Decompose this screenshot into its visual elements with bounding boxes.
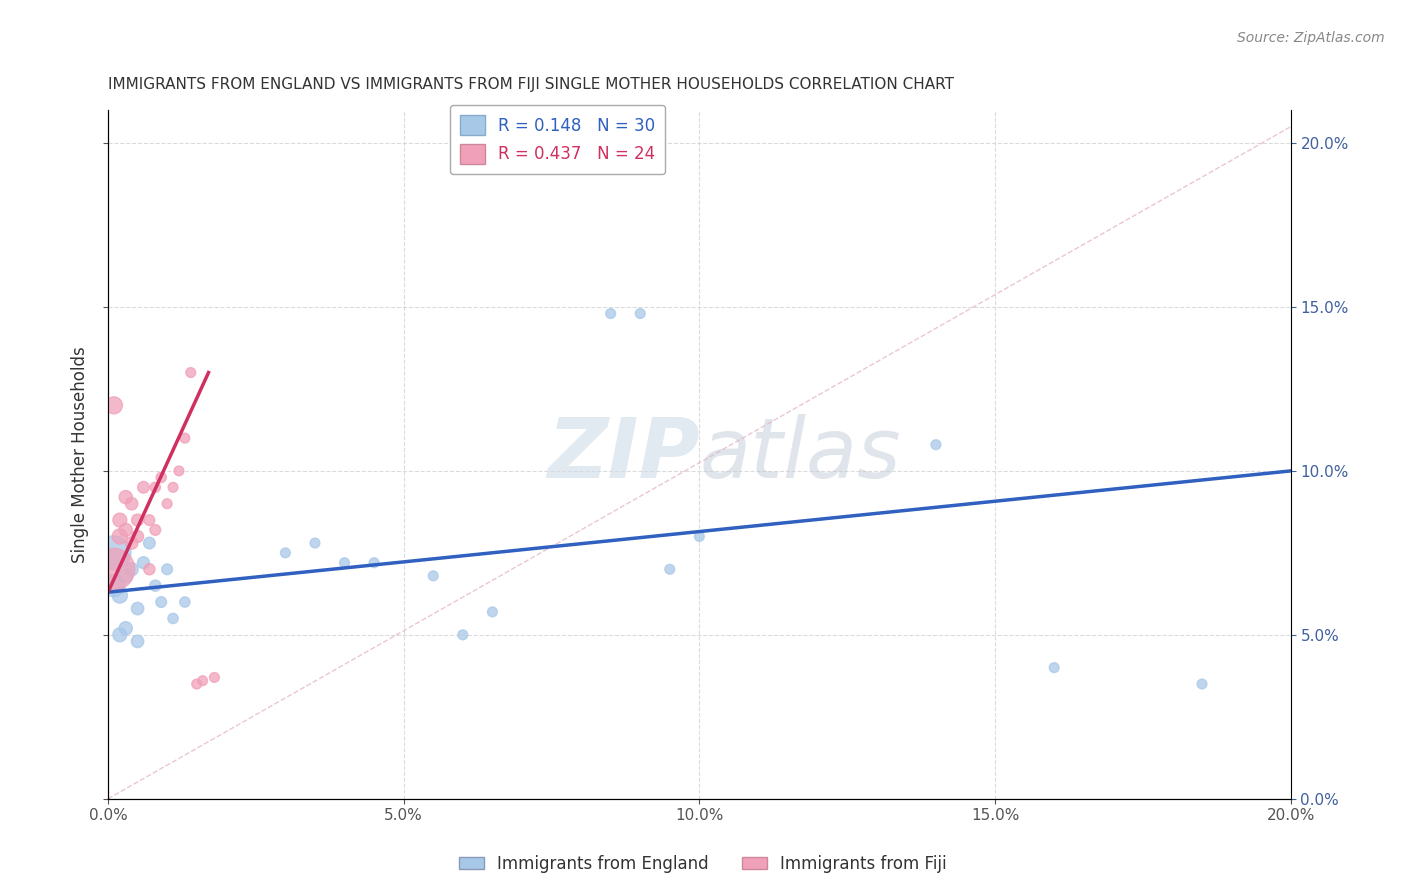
Point	[103, 398, 125, 412]
Point	[173, 595, 195, 609]
Point	[132, 556, 155, 570]
Point	[150, 595, 173, 609]
Point	[108, 529, 131, 543]
Point	[103, 579, 125, 593]
Point	[121, 562, 143, 576]
Point	[599, 307, 621, 321]
Point	[180, 366, 202, 380]
Point	[108, 513, 131, 527]
Point	[162, 480, 184, 494]
Point	[127, 601, 149, 615]
Point	[138, 513, 160, 527]
Point	[108, 628, 131, 642]
Point	[1043, 660, 1066, 674]
Legend: R = 0.148   N = 30, R = 0.437   N = 24: R = 0.148 N = 30, R = 0.437 N = 24	[450, 105, 665, 174]
Point	[143, 480, 166, 494]
Point	[156, 497, 179, 511]
Point	[422, 569, 444, 583]
Point	[114, 490, 136, 504]
Point	[156, 562, 179, 576]
Point	[333, 556, 356, 570]
Legend: Immigrants from England, Immigrants from Fiji: Immigrants from England, Immigrants from…	[453, 848, 953, 880]
Text: ZIP: ZIP	[547, 414, 699, 495]
Point	[186, 677, 208, 691]
Point	[121, 497, 143, 511]
Y-axis label: Single Mother Households: Single Mother Households	[72, 346, 89, 563]
Text: atlas: atlas	[699, 414, 901, 495]
Point	[143, 523, 166, 537]
Point	[363, 556, 385, 570]
Point	[481, 605, 503, 619]
Point	[451, 628, 474, 642]
Point	[1191, 677, 1213, 691]
Point	[138, 562, 160, 576]
Point	[127, 513, 149, 527]
Point	[150, 470, 173, 484]
Text: Source: ZipAtlas.com: Source: ZipAtlas.com	[1237, 31, 1385, 45]
Point	[628, 307, 651, 321]
Point	[121, 536, 143, 550]
Point	[204, 670, 226, 684]
Point	[274, 546, 297, 560]
Point	[658, 562, 681, 576]
Point	[167, 464, 190, 478]
Point	[173, 431, 195, 445]
Text: IMMIGRANTS FROM ENGLAND VS IMMIGRANTS FROM FIJI SINGLE MOTHER HOUSEHOLDS CORRELA: IMMIGRANTS FROM ENGLAND VS IMMIGRANTS FR…	[108, 78, 955, 93]
Point	[108, 589, 131, 603]
Point	[103, 562, 125, 576]
Point	[114, 621, 136, 635]
Point	[132, 480, 155, 494]
Point	[162, 611, 184, 625]
Point	[103, 546, 125, 560]
Point	[688, 529, 710, 543]
Point	[114, 523, 136, 537]
Point	[191, 673, 214, 688]
Point	[127, 529, 149, 543]
Point	[114, 569, 136, 583]
Point	[127, 634, 149, 648]
Point	[304, 536, 326, 550]
Point	[925, 438, 948, 452]
Point	[138, 536, 160, 550]
Point	[143, 579, 166, 593]
